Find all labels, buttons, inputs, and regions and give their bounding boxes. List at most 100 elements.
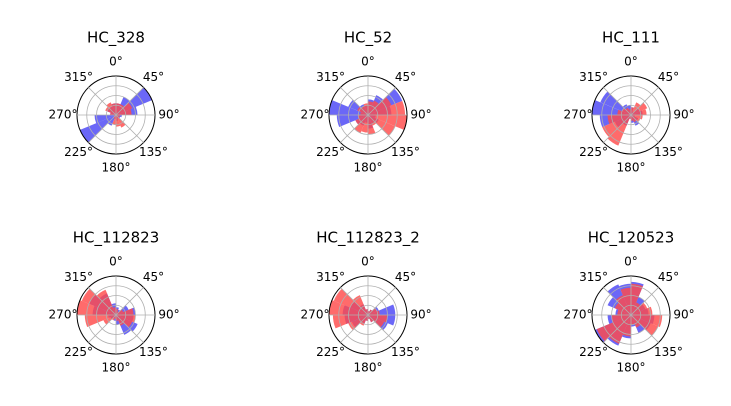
angle-tick-label: 270° xyxy=(301,308,330,322)
panel-title: HC_111 xyxy=(602,29,660,48)
angle-tick-label: 180° xyxy=(354,161,383,175)
polar-bar xyxy=(106,102,116,115)
angle-tick-label: 135° xyxy=(139,345,168,359)
polar-bar xyxy=(354,115,368,134)
polar-bar xyxy=(620,287,631,315)
polar-bar xyxy=(112,115,116,125)
polar-bar xyxy=(368,100,380,115)
polar-bar xyxy=(116,315,133,328)
polar-bar xyxy=(116,115,126,128)
angle-tick-label: 315° xyxy=(316,70,345,84)
angle-tick-label: 270° xyxy=(49,308,78,322)
polar-bar xyxy=(94,115,116,124)
angular-grid-line xyxy=(630,87,659,116)
polar-bar xyxy=(631,315,641,328)
angular-grid-line xyxy=(115,314,144,343)
polar-panel-2: HC_52 0° 45° 90° 135° 180° 225° 270° 315° xyxy=(301,29,432,175)
angle-tick-label: 135° xyxy=(654,345,683,359)
polar-bar xyxy=(357,106,368,115)
polar-bar xyxy=(602,115,631,138)
angular-grid-line xyxy=(340,314,369,343)
polar-bar xyxy=(81,288,116,315)
angle-tick-label: 90° xyxy=(410,308,431,322)
angle-tick-label: 90° xyxy=(158,108,179,122)
polar-bar xyxy=(611,315,631,323)
angle-tick-label: 180° xyxy=(102,361,131,375)
polar-bar xyxy=(628,109,631,115)
angle-tick-label: 180° xyxy=(354,361,383,375)
angle-tick-label: 45° xyxy=(658,70,679,84)
polar-bar xyxy=(631,306,653,315)
angular-grid-line xyxy=(115,114,144,143)
polar-bar xyxy=(116,104,125,115)
angular-grid-line xyxy=(367,287,396,316)
panel-title: HC_112823_2 xyxy=(316,229,420,248)
angle-tick-label: 225° xyxy=(579,145,608,159)
polar-bar xyxy=(631,115,634,121)
panel-title: HC_112823 xyxy=(73,229,160,248)
angle-tick-label: 270° xyxy=(49,108,78,122)
polar-bar xyxy=(116,309,119,315)
polar-bar xyxy=(617,109,631,115)
polar-bar xyxy=(116,315,136,323)
angle-tick-label: 90° xyxy=(673,308,694,322)
polar-bar xyxy=(333,288,368,315)
angle-tick-label: 90° xyxy=(410,108,431,122)
polar-bar xyxy=(607,115,631,124)
polar-bar xyxy=(116,102,133,115)
polar-bar xyxy=(348,315,368,331)
angle-tick-label: 45° xyxy=(658,270,679,284)
polar-bar xyxy=(631,102,641,115)
angle-tick-label: 270° xyxy=(301,108,330,122)
angle-tick-label: 270° xyxy=(564,108,593,122)
angle-tick-label: 90° xyxy=(673,108,694,122)
polar-bar xyxy=(631,283,643,315)
polar-bar xyxy=(84,315,116,327)
angular-grid-line xyxy=(88,314,117,343)
polar-panel-6: HC_120523 0° 45° 90° 135° 180° 225° 270° 315° xyxy=(564,229,695,375)
angle-tick-label: 225° xyxy=(316,145,345,159)
polar-bar xyxy=(352,295,368,315)
panel-title: HC_120523 xyxy=(588,229,675,248)
polar-bar xyxy=(631,302,648,315)
polar-bar xyxy=(110,112,116,115)
angle-tick-label: 225° xyxy=(579,345,608,359)
polar-bar xyxy=(96,289,116,315)
series-2 xyxy=(105,102,133,128)
angle-tick-label: 0° xyxy=(361,55,375,69)
polar-bar xyxy=(631,315,635,325)
angle-tick-label: 45° xyxy=(143,270,164,284)
polar-bar xyxy=(631,109,647,115)
polar-bar xyxy=(360,112,368,115)
polar-bar xyxy=(365,309,368,315)
angular-grid-line xyxy=(603,87,632,116)
angle-tick-label: 0° xyxy=(624,55,638,69)
polar-bar xyxy=(368,115,376,135)
angle-tick-label: 180° xyxy=(617,361,646,375)
polar-bar xyxy=(116,315,119,321)
angle-tick-label: 315° xyxy=(64,270,93,284)
angle-tick-label: 0° xyxy=(361,255,375,269)
angular-grid-line xyxy=(340,287,369,316)
angle-tick-label: 90° xyxy=(158,308,179,322)
polar-bar xyxy=(631,315,659,336)
angle-tick-label: 225° xyxy=(64,145,93,159)
angle-tick-label: 135° xyxy=(391,145,420,159)
angle-tick-label: 315° xyxy=(579,270,608,284)
polar-bar xyxy=(368,115,396,136)
polar-bar xyxy=(116,109,132,115)
polar-bar xyxy=(355,115,368,125)
angular-grid-line xyxy=(367,114,396,143)
angular-grid-line xyxy=(603,287,632,316)
polar-bar xyxy=(365,315,368,321)
angle-tick-label: 225° xyxy=(316,345,345,359)
series-2 xyxy=(329,288,388,331)
angle-tick-label: 270° xyxy=(564,308,593,322)
angle-tick-label: 135° xyxy=(139,145,168,159)
angular-grid-line xyxy=(340,114,369,143)
polar-panel-1: HC_328 0° 45° 90° 135° 180° 225° 270° 315° xyxy=(49,29,180,175)
panel-title: HC_328 xyxy=(87,29,145,48)
angle-tick-label: 0° xyxy=(624,255,638,269)
angular-grid-line xyxy=(367,87,396,116)
angular-grid-line xyxy=(603,314,632,343)
